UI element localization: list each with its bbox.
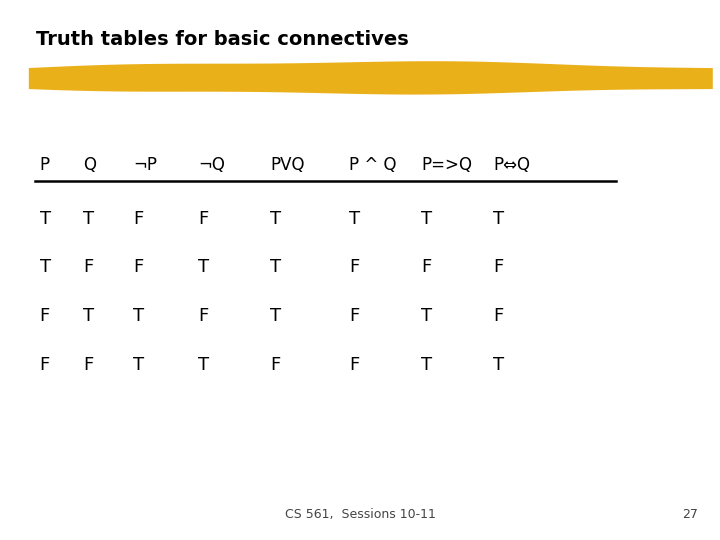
Text: T: T xyxy=(349,210,360,228)
Text: ¬P: ¬P xyxy=(133,156,157,174)
Text: T: T xyxy=(83,307,94,325)
Text: Q: Q xyxy=(83,156,96,174)
Text: F: F xyxy=(83,258,93,276)
Text: P⇔Q: P⇔Q xyxy=(493,156,530,174)
Polygon shape xyxy=(29,61,713,94)
Text: F: F xyxy=(493,258,503,276)
Text: F: F xyxy=(270,355,280,374)
Text: CS 561,  Sessions 10-11: CS 561, Sessions 10-11 xyxy=(284,508,436,521)
Text: P ^ Q: P ^ Q xyxy=(349,156,397,174)
Text: F: F xyxy=(349,258,359,276)
Text: T: T xyxy=(421,355,432,374)
Text: T: T xyxy=(40,210,50,228)
Text: F: F xyxy=(493,307,503,325)
Text: T: T xyxy=(133,307,144,325)
Text: F: F xyxy=(349,307,359,325)
Text: F: F xyxy=(40,307,50,325)
Text: T: T xyxy=(83,210,94,228)
Text: T: T xyxy=(133,355,144,374)
Text: F: F xyxy=(198,307,208,325)
Text: F: F xyxy=(349,355,359,374)
Text: T: T xyxy=(270,307,281,325)
Text: F: F xyxy=(421,258,431,276)
Text: T: T xyxy=(421,210,432,228)
Text: T: T xyxy=(493,210,504,228)
Text: F: F xyxy=(83,355,93,374)
Text: F: F xyxy=(40,355,50,374)
Text: T: T xyxy=(40,258,50,276)
Text: F: F xyxy=(198,210,208,228)
Text: T: T xyxy=(198,355,209,374)
Text: PVQ: PVQ xyxy=(270,156,305,174)
Text: Truth tables for basic connectives: Truth tables for basic connectives xyxy=(36,30,409,49)
Text: 27: 27 xyxy=(683,508,698,521)
Text: T: T xyxy=(421,307,432,325)
Text: T: T xyxy=(270,258,281,276)
Text: P: P xyxy=(40,156,50,174)
Text: T: T xyxy=(493,355,504,374)
Text: F: F xyxy=(133,210,143,228)
Text: P=>Q: P=>Q xyxy=(421,156,472,174)
Text: F: F xyxy=(133,258,143,276)
Text: ¬Q: ¬Q xyxy=(198,156,225,174)
Text: T: T xyxy=(270,210,281,228)
Text: T: T xyxy=(198,258,209,276)
